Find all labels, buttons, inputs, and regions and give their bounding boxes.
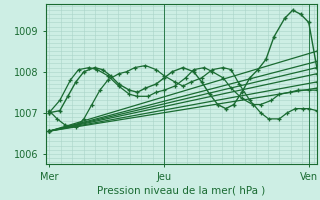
X-axis label: Pression niveau de la mer( hPa ): Pression niveau de la mer( hPa ) [98, 186, 266, 196]
